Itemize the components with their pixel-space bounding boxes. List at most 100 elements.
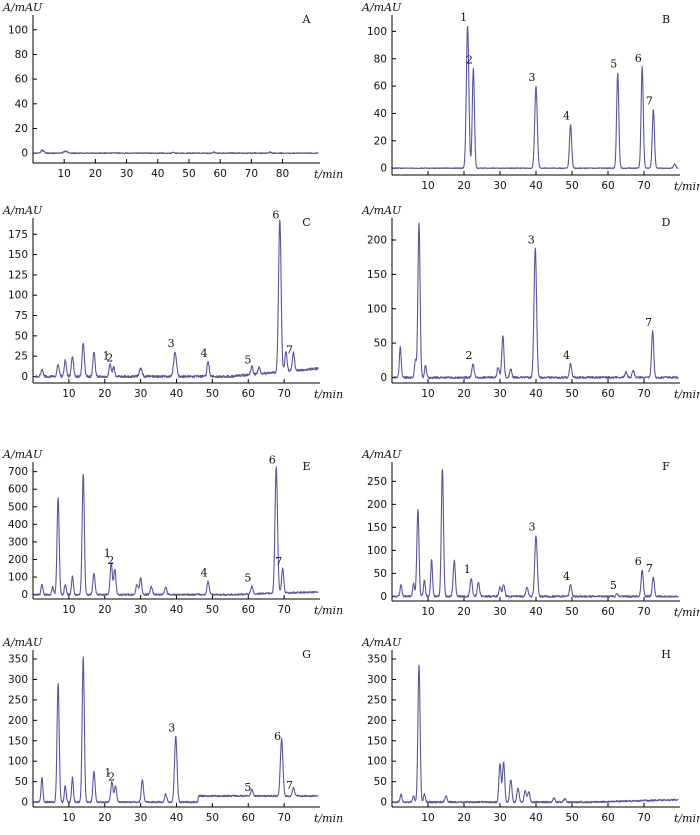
y-tick-label: 80 (15, 49, 28, 61)
x-tick-label: 70 (277, 812, 290, 824)
y-axis-title: A/mAU (361, 448, 402, 461)
y-axis-title: A/mAU (2, 448, 43, 461)
x-axis-title: t/min (314, 388, 343, 401)
x-tick-label: 70 (277, 604, 290, 616)
x-tick-label: 40 (529, 388, 542, 400)
y-tick-label: 200 (367, 499, 387, 511)
x-tick-label: 30 (493, 812, 506, 824)
y-tick-label: 100 (367, 545, 387, 557)
x-tick-label: 70 (637, 606, 650, 618)
y-tick-label: 20 (374, 135, 387, 147)
x-tick-label: 10 (58, 168, 71, 180)
y-tick-label: 50 (374, 776, 387, 788)
x-tick-label: 70 (637, 388, 650, 400)
x-tick-label: 60 (213, 168, 226, 180)
y-tick-label: 60 (374, 81, 387, 93)
y-tick-label: 50 (374, 338, 387, 350)
y-tick-label: 300 (367, 674, 387, 686)
panel-f: 0 50 100 150 200 250 10 20 30 40 50 60 70 A/mAU t/min F… (361, 448, 700, 619)
chromatogram-trace (393, 664, 679, 804)
peak-label: 2 (107, 554, 114, 567)
x-tick-label: 30 (134, 604, 147, 616)
y-tick-label: 250 (367, 694, 387, 706)
panel-letter: D (662, 216, 671, 229)
y-tick-label: 350 (8, 653, 28, 665)
chromatogram-trace (393, 222, 679, 380)
x-tick-label: 20 (98, 604, 111, 616)
peak-label: 6 (269, 453, 276, 466)
x-tick-label: 70 (637, 812, 650, 824)
x-axis-title: t/min (674, 606, 700, 619)
peak-label: 7 (286, 344, 293, 357)
y-tick-label: 500 (8, 501, 28, 513)
x-tick-label: 40 (170, 604, 183, 616)
x-tick-label: 60 (242, 604, 255, 616)
x-tick-label: 50 (565, 388, 578, 400)
chromatogram-trace (34, 466, 319, 597)
y-tick-label: 25 (15, 351, 28, 363)
y-tick-label: 0 (21, 797, 28, 809)
y-tick-label: 80 (374, 53, 387, 65)
panel-letter: H (661, 648, 671, 661)
x-axis-title: t/min (674, 388, 700, 401)
y-tick-label: 100 (8, 290, 28, 302)
peak-label: 4 (563, 349, 570, 362)
panel-letter: F (662, 460, 670, 473)
y-tick-label: 300 (8, 674, 28, 686)
panel-letter: G (302, 648, 311, 661)
y-tick-label: 200 (367, 715, 387, 727)
x-tick-label: 30 (134, 812, 147, 824)
panel-a: 0 20 40 60 80 100 10 20 30 40 50 60 70 80 A/mAU t/min A (2, 1, 343, 181)
x-tick-label: 80 (276, 168, 289, 180)
panel-letter: C (302, 216, 310, 229)
y-tick-label: 40 (374, 108, 387, 120)
panel-letter: B (662, 13, 670, 26)
x-tick-label: 20 (98, 812, 111, 824)
peak-label: 4 (201, 566, 208, 579)
y-axis-title: A/mAU (361, 636, 402, 649)
y-tick-label: 100 (367, 303, 387, 315)
panel-h: 0 50 100 150 200 250 300 350 10 20 30 40 50 60 70 A/mAU… (361, 636, 700, 825)
peak-label: 7 (286, 779, 293, 792)
y-tick-label: 50 (374, 568, 387, 580)
x-axis-title: t/min (674, 812, 700, 825)
peak-label: 1 (103, 349, 110, 362)
peak-label: 6 (272, 209, 279, 222)
y-tick-label: 0 (380, 797, 387, 809)
y-tick-label: 175 (8, 229, 28, 241)
peak-label: 5 (610, 57, 617, 70)
peak-label: 1 (104, 767, 111, 780)
x-tick-label: 60 (601, 180, 614, 192)
panel-letter: A (302, 13, 312, 26)
x-tick-label: 60 (601, 388, 614, 400)
y-tick-label: 100 (8, 756, 28, 768)
peak-label: 6 (635, 555, 642, 568)
y-tick-label: 0 (380, 163, 387, 175)
y-tick-label: 50 (15, 776, 28, 788)
x-tick-label: 10 (421, 812, 434, 824)
x-tick-label: 10 (421, 606, 434, 618)
panel-g: 0 50 100 150 200 250 300 350 10 20 30 40 50 60 70 A/mAU… (2, 636, 343, 825)
y-tick-label: 20 (15, 123, 28, 135)
x-tick-label: 40 (151, 168, 164, 180)
y-tick-label: 250 (367, 476, 387, 488)
peak-label: 5 (244, 353, 251, 366)
peak-label: 5 (610, 579, 617, 592)
y-tick-label: 100 (8, 24, 28, 36)
peak-label: 1 (464, 563, 471, 576)
x-tick-label: 70 (245, 168, 258, 180)
y-tick-label: 200 (367, 235, 387, 247)
y-tick-label: 0 (21, 589, 28, 601)
x-tick-label: 20 (89, 168, 102, 180)
y-tick-label: 40 (15, 98, 28, 110)
y-tick-label: 200 (8, 715, 28, 727)
peak-label: 3 (168, 337, 175, 350)
x-tick-label: 40 (529, 606, 542, 618)
peak-label: 7 (646, 562, 653, 575)
x-tick-label: 60 (242, 812, 255, 824)
chromatogram-trace (34, 219, 319, 379)
chromatogram-trace (34, 149, 319, 155)
peak-label: 4 (563, 109, 570, 122)
y-tick-label: 100 (8, 572, 28, 584)
